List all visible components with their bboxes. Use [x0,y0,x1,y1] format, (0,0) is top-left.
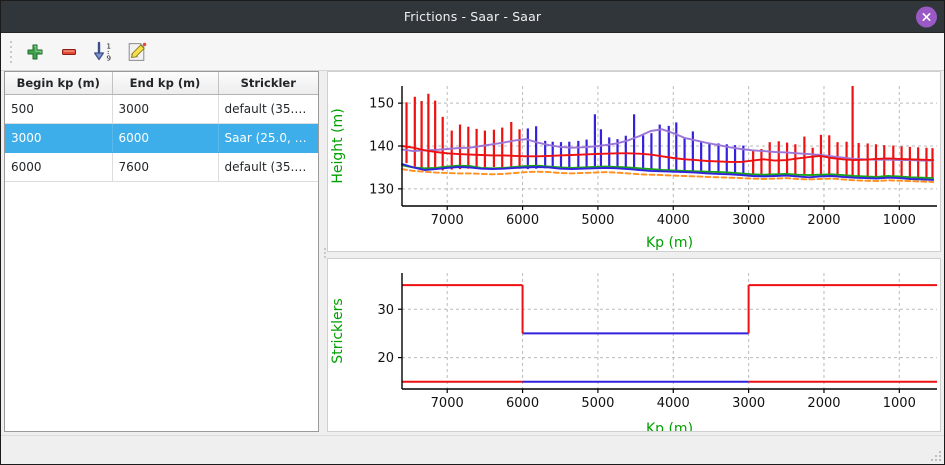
cell-strickler[interactable]: Saar (25.0, 15.0) [218,123,318,153]
title-bar[interactable]: Frictions - Saar - Saar [1,1,944,33]
cell-end-kp[interactable]: 7600 [112,152,219,182]
edit-document-icon [128,42,147,61]
x-tick-label: 7000 [431,213,464,228]
x-tick-label: 4000 [657,213,690,228]
close-icon[interactable] [916,6,937,27]
x-tick-label: 2000 [807,396,840,411]
cell-begin-kp[interactable]: 3000 [5,123,113,153]
series-bed-bottom-orange [401,168,935,183]
plots-pane: 7000 6000 5000 4000 3000 2000 1000 130 140 150 Kp … [327,71,944,435]
y-axis-label: Stricklers [330,298,346,363]
x-axis-label: Kp (m) [646,421,693,432]
table-row[interactable]: 3000 6000 Saar (25.0, 15.0) [5,123,318,153]
svg-text:1: 1 [106,41,111,50]
y-axis-label: Height (m) [330,108,346,183]
height-profile-chart[interactable]: 7000 6000 5000 4000 3000 2000 1000 130 140 150 Kp … [327,71,941,252]
series-bed-blue [401,163,935,181]
main-content: Begin kp (m) End kp (m) Strickler 500 300… [1,71,944,435]
sort-button[interactable]: 1 9 [87,36,119,68]
table-header-row: Begin kp (m) End kp (m) Strickler [5,72,318,95]
cell-begin-kp[interactable]: 6000 [5,152,113,182]
plus-icon [27,44,43,59]
add-row-button[interactable] [19,36,51,68]
x-tick-label: 5000 [581,396,614,411]
sort-descending-icon: 1 9 [94,41,111,62]
x-tick-label: 1000 [883,213,916,228]
y-tick-label: 30 [377,303,394,318]
series-water-level [401,145,935,163]
cell-end-kp[interactable]: 6000 [112,123,219,153]
x-tick-label: 1000 [883,396,916,411]
toolbar-grip[interactable] [7,40,14,63]
x-tick-label: 2000 [807,213,840,228]
frictions-table[interactable]: Begin kp (m) End kp (m) Strickler 500 300… [4,71,319,432]
stricklers-chart[interactable]: 7000 6000 5000 4000 3000 2000 1000 20 30 Kp (m) St… [327,258,941,432]
table-row[interactable]: 6000 7600 default (35.0, … [5,152,318,182]
x-axis-label: Kp (m) [646,235,693,251]
column-header-end-kp[interactable]: End kp (m) [112,72,219,95]
x-tick-label: 6000 [506,213,539,228]
column-header-begin-kp[interactable]: Begin kp (m) [5,72,113,95]
svg-text:9: 9 [106,53,111,62]
edit-button[interactable] [121,36,153,68]
x-tick-label: 6000 [506,396,539,411]
minus-icon [62,48,76,55]
x-tick-label: 3000 [732,213,765,228]
cell-strickler[interactable]: default (35.0, … [218,94,318,124]
vertical-splitter[interactable] [322,71,327,435]
y-tick-label: 130 [369,182,394,197]
status-bar [1,435,944,464]
x-tick-label: 4000 [657,396,690,411]
cell-begin-kp[interactable]: 500 [5,94,113,124]
window-title: Frictions - Saar - Saar [403,9,542,24]
cell-strickler[interactable]: default (35.0, … [218,152,318,182]
y-tick-label: 150 [369,97,394,112]
toolbar: 1 9 [1,33,944,71]
delete-row-button[interactable] [53,36,85,68]
y-tick-label: 140 [369,140,394,155]
table-row[interactable]: 500 3000 default (35.0, … [5,94,318,124]
y-tick-label: 20 [377,351,394,366]
x-tick-label: 7000 [431,396,464,411]
cell-end-kp[interactable]: 3000 [112,94,219,124]
series-left-bank [401,128,935,162]
resize-grip[interactable] [929,449,941,461]
x-tick-label: 3000 [732,396,765,411]
column-header-strickler[interactable]: Strickler [218,72,318,95]
frictions-table-pane: Begin kp (m) End kp (m) Strickler 500 300… [1,71,322,435]
x-tick-label: 5000 [581,213,614,228]
